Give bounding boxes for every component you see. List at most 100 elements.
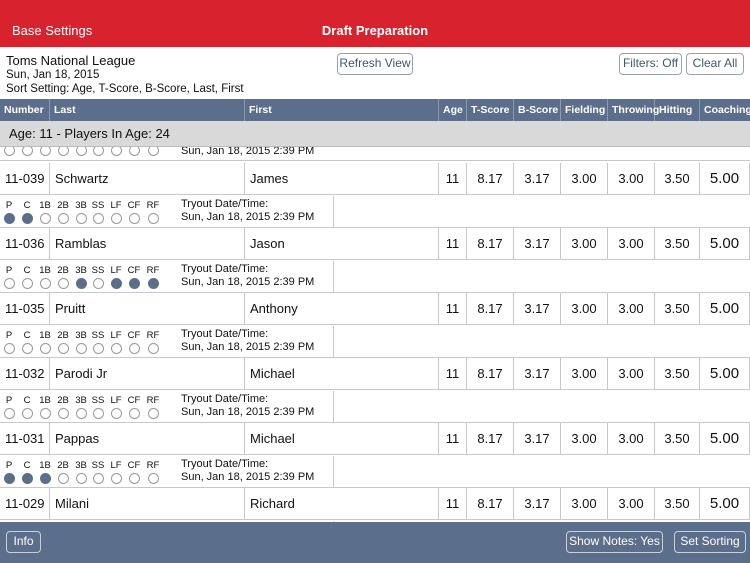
player-main-line[interactable]: 11-029 Milani Richard 11 8.17 3.17 3.00 3.00 3.5… (0, 488, 750, 520)
cell-last: Schwartz (50, 163, 245, 195)
position-toggle[interactable] (148, 213, 159, 224)
position-toggle[interactable] (58, 343, 69, 354)
column-header-last[interactable]: Last (50, 99, 245, 121)
position-toggle[interactable] (22, 408, 33, 419)
position-toggle[interactable] (129, 213, 140, 224)
position-toggle[interactable] (93, 147, 104, 156)
position-toggle[interactable] (4, 213, 15, 224)
position-toggle[interactable] (148, 147, 159, 156)
player-main-line[interactable]: 11-035 Pruitt Anthony 11 8.17 3.17 3.00 3.00 3.5… (0, 293, 750, 325)
position-toggle[interactable] (4, 147, 15, 156)
tryout-value: Sun, Jan 18, 2015 2:39 PM (181, 341, 315, 353)
position-toggle[interactable] (129, 408, 140, 419)
player-main-line[interactable]: 11-039 Schwartz James 11 8.17 3.17 3.00 3.00 3.5… (0, 163, 750, 195)
player-row[interactable]: 11-035 Pruitt Anthony 11 8.17 3.17 3.00 3.00 3.5… (0, 293, 750, 358)
position-toggle[interactable] (76, 213, 87, 224)
player-main-line[interactable]: 11-031 Pappas Michael 11 8.17 3.17 3.00 3.00 3.5… (0, 423, 750, 455)
position-toggle[interactable] (4, 343, 15, 354)
position-toggle[interactable] (111, 473, 122, 484)
column-header-number[interactable]: Number (0, 99, 50, 121)
position-toggle[interactable] (58, 213, 69, 224)
show-notes-button[interactable]: Show Notes: Yes (566, 531, 663, 553)
position-toggle[interactable] (111, 343, 122, 354)
cell-age: 11 (439, 293, 467, 325)
player-list[interactable]: 11-039 Schwartz James 11 8.17 3.17 3.00 3.00 3.5… (0, 147, 750, 522)
position-toggle[interactable] (148, 473, 159, 484)
position-label: CF (127, 265, 141, 276)
column-header-first[interactable]: First (245, 99, 439, 121)
position-label: SS (91, 200, 105, 211)
position-toggle[interactable] (111, 147, 122, 156)
league-date: Sun, Jan 18, 2015 (6, 69, 100, 81)
set-sorting-button[interactable]: Set Sorting (674, 531, 746, 553)
position-toggle[interactable] (93, 408, 104, 419)
refresh-view-button[interactable]: Refresh View (337, 53, 413, 75)
position-toggle[interactable] (58, 408, 69, 419)
back-button-base-settings[interactable]: Base Settings (12, 23, 93, 38)
position-toggle[interactable] (40, 213, 51, 224)
position-toggle[interactable] (22, 278, 33, 289)
position-toggle[interactable] (40, 278, 51, 289)
position-toggle[interactable] (93, 473, 104, 484)
column-header-bscore[interactable]: B-Score (514, 99, 561, 121)
position-toggle[interactable] (40, 408, 51, 419)
column-header-tscore[interactable]: T-Score (467, 99, 514, 121)
position-toggle[interactable] (129, 278, 140, 289)
position-toggle[interactable] (40, 343, 51, 354)
position-toggle[interactable] (111, 278, 122, 289)
cell-c: 5.00 (700, 163, 750, 195)
position-toggle[interactable] (76, 278, 87, 289)
position-toggle[interactable] (40, 147, 51, 156)
position-toggle[interactable] (111, 213, 122, 224)
cell-h: 3.50 (655, 293, 700, 325)
position-toggle[interactable] (58, 473, 69, 484)
position-toggle[interactable] (148, 408, 159, 419)
position-toggle[interactable] (111, 408, 122, 419)
position-toggle[interactable] (22, 473, 33, 484)
position-toggle[interactable] (58, 278, 69, 289)
position-toggle[interactable] (76, 147, 87, 156)
position-toggle[interactable] (22, 343, 33, 354)
position-label: 1B (39, 265, 51, 276)
position-toggle[interactable] (4, 278, 15, 289)
column-header-fielding[interactable]: Fielding (561, 99, 608, 121)
position-toggle[interactable] (129, 343, 140, 354)
cell-first: Jason (245, 228, 439, 260)
position-toggle[interactable] (129, 147, 140, 156)
position-toggle[interactable] (76, 343, 87, 354)
player-row[interactable]: 11-031 Pappas Michael 11 8.17 3.17 3.00 3.00 3.5… (0, 423, 750, 488)
position-toggle[interactable] (58, 147, 69, 156)
position-toggle[interactable] (4, 473, 15, 484)
position-toggle[interactable] (148, 278, 159, 289)
position-toggle[interactable] (22, 147, 33, 156)
position-toggle[interactable] (76, 408, 87, 419)
player-main-line[interactable]: 11-036 Ramblas Jason 11 8.17 3.17 3.00 3.00 3.50… (0, 228, 750, 260)
player-row[interactable]: 11-029 Milani Richard 11 8.17 3.17 3.00 3.00 3.5… (0, 488, 750, 522)
position-toggle[interactable] (22, 213, 33, 224)
position-toggle[interactable] (93, 278, 104, 289)
position-toggle[interactable] (93, 343, 104, 354)
page-title: Draft Preparation (321, 23, 429, 38)
position-toggle[interactable] (76, 473, 87, 484)
column-header-age[interactable]: Age (439, 99, 467, 121)
position-toggle[interactable] (4, 408, 15, 419)
player-row[interactable]: 11-032 Parodi Jr Michael 11 8.17 3.17 3.00 3.00… (0, 358, 750, 423)
cell-th: 3.00 (608, 423, 655, 455)
player-row[interactable]: 11-039 Schwartz James 11 8.17 3.17 3.00 3.00 3.5… (0, 163, 750, 228)
position-toggle[interactable] (148, 343, 159, 354)
column-header-hitting[interactable]: Hitting (655, 99, 700, 121)
position-toggle[interactable] (129, 473, 140, 484)
cell-c: 5.00 (700, 293, 750, 325)
player-row[interactable]: 11-036 Ramblas Jason 11 8.17 3.17 3.00 3.00 3.50… (0, 228, 750, 293)
column-header-coaching[interactable]: Coaching (704, 104, 750, 116)
position-label: CF (127, 330, 141, 341)
position-toggle[interactable] (40, 473, 51, 484)
clear-all-button[interactable]: Clear All (686, 53, 744, 75)
info-button[interactable]: Info (6, 531, 41, 553)
column-header-throwing[interactable]: Throwing (608, 99, 659, 121)
filters-button[interactable]: Filters: Off (619, 53, 682, 75)
position-toggle[interactable] (93, 213, 104, 224)
player-main-line[interactable]: 11-032 Parodi Jr Michael 11 8.17 3.17 3.00 3.00… (0, 358, 750, 390)
